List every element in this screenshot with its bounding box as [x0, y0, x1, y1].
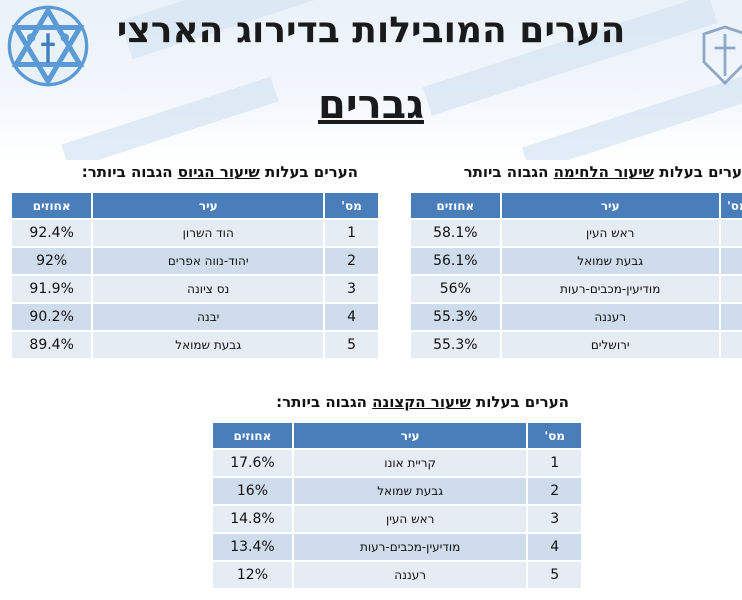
rank-cell	[720, 276, 742, 302]
idf-emblem	[702, 25, 742, 85]
rank-cell: 3	[528, 506, 581, 532]
percent-cell: 56.1%	[411, 248, 500, 274]
table-header-row: מס' עיר אחוזים	[411, 193, 742, 218]
city-cell: רעננה	[501, 304, 719, 330]
city-cell: הוד השרון	[93, 220, 324, 246]
table-row: 2 גבעת שמואל 16%	[213, 478, 581, 504]
column-header-city: עיר	[93, 193, 324, 218]
rank-cell: 5	[325, 332, 378, 358]
rank-cell	[720, 332, 742, 358]
city-cell: רעננה	[293, 562, 527, 588]
table-row: 3 נס ציונה 91.9%	[12, 276, 378, 302]
city-cell: גבעת שמואל	[293, 478, 527, 504]
column-header-city: עיר	[501, 193, 719, 218]
percent-cell: 56%	[411, 276, 500, 302]
caption-text: ערים בעלות	[654, 163, 742, 181]
table-row: 1 הוד השרון 92.4%	[12, 220, 378, 246]
rank-cell: 1	[325, 220, 378, 246]
table-row: 3 ראש העין 14.8%	[213, 506, 581, 532]
rank-cell: 4	[528, 534, 581, 560]
column-header-percent: אחוזים	[411, 193, 500, 218]
city-cell: נס ציונה	[93, 276, 324, 302]
table-row: 1 קריית אונו 17.6%	[213, 450, 581, 476]
table-row: 4 יבנה 90.2%	[12, 304, 378, 330]
column-header-number: מס'	[528, 423, 581, 448]
percent-cell: 92.4%	[12, 220, 92, 246]
caption-text: הגבוה ביותר:	[81, 163, 178, 181]
rank-cell	[720, 248, 742, 274]
city-cell: ירושלים	[501, 332, 719, 358]
draft-rate-table: מס' עיר אחוזים 1 הוד השרון 92.4% 2 יהוד-נוו…	[10, 191, 380, 360]
percent-cell: 58.1%	[411, 220, 500, 246]
rank-cell: 1	[528, 450, 581, 476]
percent-cell: 17.6%	[213, 450, 292, 476]
caption-emphasis: שיעור הגיוס	[177, 163, 260, 181]
caption-text: הערים בעלות	[259, 163, 358, 181]
rank-cell: 5	[528, 562, 581, 588]
table-header-row: מס' עיר אחוזים	[12, 193, 378, 218]
table-row: 2 יהוד-נווה אפרים 92%	[12, 248, 378, 274]
percent-cell: 13.4%	[213, 534, 292, 560]
percent-cell: 55.3%	[411, 332, 500, 358]
rank-cell: 2	[325, 248, 378, 274]
officers-table-caption: הערים בעלות שיעור הקצונה הגבוה ביותר:	[276, 393, 569, 411]
percent-cell: 14.8%	[213, 506, 292, 532]
draft-table-caption: הערים בעלות שיעור הגיוס הגבוה ביותר:	[82, 163, 358, 181]
city-cell: יבנה	[93, 304, 324, 330]
page-title: הערים המובילות בדירוג הארצי	[116, 10, 626, 51]
percent-cell: 12%	[213, 562, 292, 588]
percent-cell: 55.3%	[411, 304, 500, 330]
caption-text: הגבוה ביותר	[463, 163, 554, 181]
star-of-david-logo	[7, 5, 89, 87]
city-cell: ראש העין	[501, 220, 719, 246]
page-subtitle: גברים	[318, 82, 424, 128]
city-cell: ראש העין	[293, 506, 527, 532]
rank-cell: 3	[325, 276, 378, 302]
percent-cell: 91.9%	[12, 276, 92, 302]
table-row: ירושלים 55.3%	[411, 332, 742, 358]
percent-cell: 89.4%	[12, 332, 92, 358]
fighting-table-caption: ערים בעלות שיעור הלחימה הגבוה ביותר	[464, 163, 742, 181]
rank-cell	[720, 220, 742, 246]
city-cell: גבעת שמואל	[93, 332, 324, 358]
caption-text: הערים בעלות	[470, 393, 569, 411]
table-row: 4 מודיעין-מכבים-רעות 13.4%	[213, 534, 581, 560]
column-header-number: מס'	[720, 193, 742, 218]
caption-emphasis: שיעור הלחימה	[553, 163, 655, 181]
table-row: רעננה 55.3%	[411, 304, 742, 330]
column-header-percent: אחוזים	[213, 423, 292, 448]
table-row: מודיעין-מכבים-רעות 56%	[411, 276, 742, 302]
rank-cell: 4	[325, 304, 378, 330]
table-header-row: מס' עיר אחוזים	[213, 423, 581, 448]
table-row: גבעת שמואל 56.1%	[411, 248, 742, 274]
city-cell: קריית אונו	[293, 450, 527, 476]
header-banner	[0, 0, 742, 160]
rank-cell	[720, 304, 742, 330]
percent-cell: 90.2%	[12, 304, 92, 330]
column-header-percent: אחוזים	[12, 193, 92, 218]
caption-emphasis: שיעור הקצונה	[372, 393, 471, 411]
column-header-number: מס'	[325, 193, 378, 218]
city-cell: יהוד-נווה אפרים	[93, 248, 324, 274]
officers-rate-table: מס' עיר אחוזים 1 קריית אונו 17.6% 2 גבעת שמ…	[211, 421, 583, 590]
percent-cell: 16%	[213, 478, 292, 504]
column-header-city: עיר	[293, 423, 527, 448]
city-cell: מודיעין-מכבים-רעות	[501, 276, 719, 302]
caption-text: הגבוה ביותר:	[276, 393, 373, 411]
table-row: 5 רעננה 12%	[213, 562, 581, 588]
rank-cell: 2	[528, 478, 581, 504]
table-row: 5 גבעת שמואל 89.4%	[12, 332, 378, 358]
city-cell: גבעת שמואל	[501, 248, 719, 274]
table-row: ראש העין 58.1%	[411, 220, 742, 246]
city-cell: מודיעין-מכבים-רעות	[293, 534, 527, 560]
percent-cell: 92%	[12, 248, 92, 274]
